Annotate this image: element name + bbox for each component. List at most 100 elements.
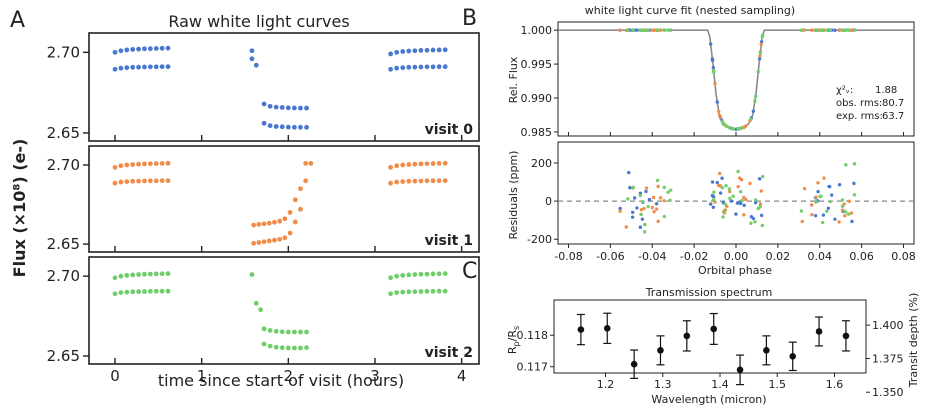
visit-1-point: [130, 178, 136, 184]
spectrum-point: [763, 347, 770, 354]
residuals-point: [844, 163, 848, 167]
residuals-xtick-label: 0.08: [891, 250, 916, 263]
visit-0-point: [159, 64, 165, 70]
residuals-point: [718, 191, 723, 195]
residuals-point: [753, 200, 758, 205]
visit-0-point: [112, 49, 118, 55]
residuals-point: [627, 170, 631, 175]
lightcurve-point: [655, 28, 660, 32]
panel-letter-a: A: [10, 8, 25, 33]
visit-2-point: [400, 289, 406, 295]
residuals-point: [662, 214, 667, 219]
residuals-point: [742, 213, 746, 217]
visit-1-point: [142, 161, 147, 167]
visit-1-point: [388, 164, 393, 170]
visit-1-point: [298, 206, 303, 212]
visit-2-point: [430, 271, 436, 277]
residuals-ytick-label: 0: [545, 195, 552, 208]
residuals-xtick-label: -0.08: [554, 250, 582, 263]
visit-2-point: [253, 300, 259, 306]
visit-1-point: [147, 161, 153, 167]
residuals-point: [722, 209, 726, 213]
lightcurve-point: [711, 69, 716, 73]
visit-2-point: [442, 288, 448, 294]
visit-0-point: [118, 65, 124, 71]
lightcurve-point: [758, 54, 762, 58]
visit-0-point: [153, 64, 159, 70]
visit-1-point: [136, 178, 141, 184]
residuals-point: [654, 207, 659, 211]
spectrum-point: [577, 326, 585, 333]
panel-a-xtick-label: 4: [457, 367, 467, 385]
visit-0-point: [292, 105, 297, 111]
visit-0-point: [292, 124, 297, 130]
visit-1-point: [400, 162, 406, 168]
spectrum-point: [736, 366, 744, 374]
lightcurve-point: [631, 28, 635, 32]
residuals-point: [819, 194, 823, 198]
lightcurve-point: [658, 28, 663, 32]
visit-1-point: [424, 178, 430, 184]
visit-1-point: [282, 235, 288, 241]
residuals-point: [711, 205, 716, 210]
visit-0-point: [136, 64, 141, 70]
residuals-point: [666, 190, 670, 194]
spectrum-xtick-label: 1.6: [826, 378, 844, 391]
visit-2-point: [130, 289, 136, 295]
spectrum-point: [657, 347, 664, 354]
residuals-point: [846, 212, 851, 216]
residuals-point: [711, 198, 716, 202]
residuals-point: [826, 206, 831, 210]
visit-1-point: [251, 222, 257, 228]
residuals-point: [825, 209, 829, 214]
visit-2-point: [424, 271, 430, 277]
residuals-point: [626, 197, 630, 201]
visit-2-point: [249, 272, 255, 277]
visit-0-ytick-label: 2.70: [47, 43, 80, 61]
lightcurve-point: [799, 28, 804, 32]
lightcurve-point: [626, 28, 630, 32]
visit-1-point: [412, 161, 418, 167]
lightcurve-point: [759, 40, 764, 44]
visit-2-point: [118, 273, 124, 279]
visit-0-point: [279, 124, 285, 130]
visit-1-point: [388, 180, 393, 186]
visit-1-point: [418, 178, 424, 184]
panel-b-ylabel: Rel. Flux: [507, 56, 520, 103]
visit-2-point: [147, 271, 153, 277]
visit-1-point: [436, 161, 442, 166]
panel-c-ylabel2: Transit depth (%): [907, 293, 920, 388]
visit-0-point: [412, 64, 418, 70]
visit-0-point: [412, 48, 418, 54]
visit-1-point: [277, 236, 283, 242]
visit-1-point: [282, 216, 288, 222]
visit-1-point: [261, 239, 267, 245]
visit-0-point: [424, 64, 430, 70]
residuals-xtick-label: 0.04: [808, 250, 833, 263]
residuals-xtick-label: -0.06: [596, 250, 624, 263]
visit-2-point: [142, 289, 147, 294]
visit-2-point: [130, 272, 136, 278]
visit-1-point: [118, 179, 124, 185]
visit-0-point: [394, 49, 400, 55]
visit-0-point: [147, 64, 153, 70]
visit-2-point: [285, 329, 291, 335]
residuals-point: [734, 212, 738, 216]
visit-1-point: [153, 161, 159, 166]
lightcurve-point: [650, 28, 655, 32]
residuals-point: [852, 162, 857, 166]
residuals-point: [843, 214, 847, 218]
panel-b-lightcurve: 0.985 0.990 0.995 1.000: [521, 21, 915, 139]
panel-c-transmission: Transmission spectrum Wavelength (micron…: [506, 286, 920, 406]
panel-b-xlabel: Orbital phase: [698, 264, 772, 277]
lightcurve-point: [666, 28, 670, 32]
panel-letter-c: C: [462, 259, 477, 284]
lightcurve-point: [715, 100, 719, 104]
fit-stats: χ²ᵥ: 1.88 obs. rms: 80.7 exp. rms: 63.7: [836, 85, 904, 122]
lightcurve-point: [758, 51, 763, 55]
panel-a-xtick-label: 0: [110, 367, 120, 385]
visit-0-point: [406, 48, 412, 54]
residuals-ytick-label: -200: [527, 233, 552, 246]
visit-2-label: visit 2: [425, 345, 473, 361]
